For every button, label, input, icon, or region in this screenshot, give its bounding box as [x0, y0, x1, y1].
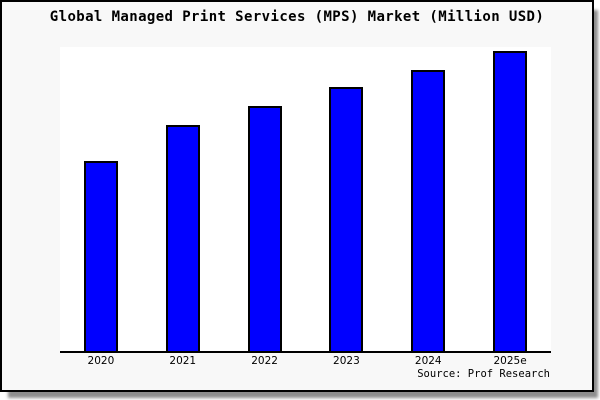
x-tick-label-2022: 2022	[251, 355, 278, 367]
plot-area: 2020 2021 2022 2023 2024 2025e	[60, 47, 551, 367]
x-axis-line	[60, 351, 551, 353]
x-tick-label-2024: 2024	[414, 355, 442, 367]
source-attribution: Source: Prof Research	[417, 368, 550, 380]
chart-frame: Global Managed Print Services (MPS) Mark…	[0, 0, 594, 392]
bar-2025e	[493, 50, 528, 351]
x-tick-label-2021: 2021	[169, 355, 197, 367]
bar-2022	[247, 105, 282, 351]
bar-2021	[165, 124, 200, 351]
bar-2024	[411, 69, 446, 351]
x-tick-label-2023: 2023	[333, 355, 360, 367]
x-tick-label-2020: 2020	[87, 355, 115, 367]
x-tick-label-2025e: 2025e	[493, 355, 527, 367]
bar-2023	[329, 86, 364, 351]
bar-2020	[83, 161, 118, 351]
chart-title: Global Managed Print Services (MPS) Mark…	[49, 9, 545, 25]
